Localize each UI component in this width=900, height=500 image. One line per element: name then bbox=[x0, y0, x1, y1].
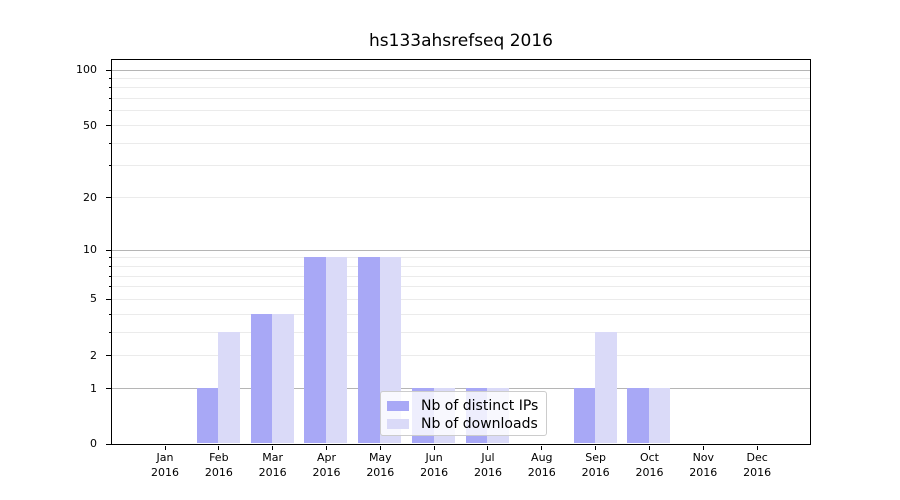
y-minor-tick-mark-20 bbox=[109, 197, 112, 199]
x-tick-label-nov: Nov 2016 bbox=[689, 451, 718, 479]
y-tick-label-50: 50 bbox=[83, 118, 97, 132]
y-minor-tick-mark-60 bbox=[109, 110, 112, 112]
y-minor-tick-mark-90 bbox=[109, 77, 112, 79]
bar-nb-of-downloads-oct bbox=[648, 388, 671, 444]
y-tick-mark-0 bbox=[106, 443, 112, 445]
bar-nb-of-distinct-ips-mar bbox=[250, 313, 273, 444]
x-tick-label-dec: Dec 2016 bbox=[743, 451, 772, 479]
legend-label-downloads: Nb of downloads bbox=[421, 416, 538, 432]
legend: Nb of distinct IPs Nb of downloads bbox=[380, 391, 547, 436]
x-tick-label-apr: Apr 2016 bbox=[312, 451, 341, 479]
y-tick-label-1: 1 bbox=[90, 381, 97, 395]
gridline-minor-7 bbox=[112, 275, 810, 277]
gridline-major-10 bbox=[112, 249, 810, 251]
gridline-minor-2 bbox=[112, 355, 810, 357]
y-tick-mark-100 bbox=[106, 69, 112, 71]
bar-nb-of-distinct-ips-may bbox=[358, 257, 380, 444]
y-minor-tick-mark-2 bbox=[109, 355, 112, 357]
bar-nb-of-downloads-feb bbox=[218, 331, 240, 444]
bar-nb-of-distinct-ips-oct bbox=[627, 388, 649, 444]
x-tick-mark-feb bbox=[218, 445, 220, 450]
x-tick-label-oct: Oct 2016 bbox=[635, 451, 664, 479]
gridline-minor-70 bbox=[112, 98, 810, 100]
gridline-minor-6 bbox=[112, 286, 810, 288]
y-minor-tick-mark-6 bbox=[109, 286, 112, 288]
x-tick-mark-may bbox=[379, 445, 381, 450]
x-tick-mark-apr bbox=[325, 445, 327, 450]
gridline-minor-80 bbox=[112, 87, 810, 89]
legend-label-distinct-ips: Nb of distinct IPs bbox=[421, 398, 539, 414]
legend-item-downloads: Nb of downloads bbox=[387, 415, 538, 433]
y-tick-mark-10 bbox=[106, 249, 112, 251]
x-tick-mark-dec bbox=[756, 445, 758, 450]
legend-item-distinct-ips: Nb of distinct IPs bbox=[387, 397, 538, 415]
x-tick-mark-nov bbox=[702, 445, 704, 450]
bar-nb-of-distinct-ips-feb bbox=[196, 388, 219, 444]
x-tick-mark-oct bbox=[648, 445, 650, 450]
x-tick-label-may: May 2016 bbox=[366, 451, 395, 479]
y-minor-tick-mark-50 bbox=[109, 125, 112, 127]
x-tick-mark-jun bbox=[433, 445, 435, 450]
x-tick-mark-jan bbox=[164, 445, 166, 450]
gridline-minor-20 bbox=[112, 197, 810, 199]
legend-swatch-distinct-ips-icon bbox=[387, 401, 409, 411]
y-minor-tick-mark-4 bbox=[109, 313, 112, 315]
y-minor-tick-mark-30 bbox=[109, 165, 112, 167]
gridline-minor-8 bbox=[112, 265, 810, 267]
y-minor-tick-mark-3 bbox=[109, 331, 112, 333]
y-tick-label-10: 10 bbox=[83, 243, 97, 257]
y-minor-tick-mark-5 bbox=[109, 298, 112, 300]
plot-area bbox=[111, 58, 811, 445]
x-tick-mark-aug bbox=[541, 445, 543, 450]
gridline-minor-60 bbox=[112, 110, 810, 112]
x-tick-label-jun: Jun 2016 bbox=[420, 451, 449, 479]
y-minor-tick-mark-7 bbox=[109, 275, 112, 277]
chart-title: hs133ahsrefseq 2016 bbox=[369, 31, 553, 51]
bar-nb-of-downloads-sep bbox=[595, 331, 617, 444]
x-tick-label-aug: Aug 2016 bbox=[527, 451, 556, 479]
gridline-minor-9 bbox=[112, 257, 810, 259]
x-tick-mark-mar bbox=[272, 445, 274, 450]
y-minor-tick-mark-70 bbox=[109, 98, 112, 100]
gridline-minor-4 bbox=[112, 313, 810, 315]
gridline-minor-90 bbox=[112, 77, 810, 79]
bar-nb-of-distinct-ips-sep bbox=[573, 388, 596, 444]
gridline-major-100 bbox=[112, 69, 810, 71]
y-tick-mark-1 bbox=[106, 388, 112, 390]
x-tick-label-jul: Jul 2016 bbox=[473, 451, 502, 479]
bar-nb-of-downloads-mar bbox=[272, 313, 294, 444]
gridline-minor-40 bbox=[112, 142, 810, 144]
y-tick-label-100: 100 bbox=[76, 63, 97, 76]
y-minor-tick-mark-80 bbox=[109, 87, 112, 89]
bar-nb-of-downloads-apr bbox=[325, 257, 348, 444]
y-tick-label-20: 20 bbox=[83, 190, 97, 204]
gridline-minor-50 bbox=[112, 125, 810, 127]
x-tick-label-feb: Feb 2016 bbox=[204, 451, 233, 479]
x-tick-mark-jul bbox=[487, 445, 489, 450]
gridline-minor-30 bbox=[112, 165, 810, 167]
x-tick-label-jan: Jan 2016 bbox=[151, 451, 179, 479]
y-minor-tick-mark-8 bbox=[109, 265, 112, 267]
x-tick-mark-sep bbox=[595, 445, 597, 450]
y-tick-label-5: 5 bbox=[90, 292, 97, 306]
y-minor-tick-mark-9 bbox=[109, 257, 112, 259]
legend-swatch-downloads-icon bbox=[387, 419, 409, 429]
y-tick-label-2: 2 bbox=[90, 348, 97, 362]
x-tick-label-mar: Mar 2016 bbox=[258, 451, 287, 479]
y-minor-tick-mark-40 bbox=[109, 142, 112, 144]
gridline-major-1 bbox=[112, 388, 810, 390]
x-tick-label-sep: Sep 2016 bbox=[581, 451, 610, 479]
gridline-minor-3 bbox=[112, 331, 810, 333]
gridline-minor-5 bbox=[112, 298, 810, 300]
y-tick-label-0: 0 bbox=[90, 437, 97, 450]
bar-nb-of-distinct-ips-apr bbox=[304, 257, 326, 444]
